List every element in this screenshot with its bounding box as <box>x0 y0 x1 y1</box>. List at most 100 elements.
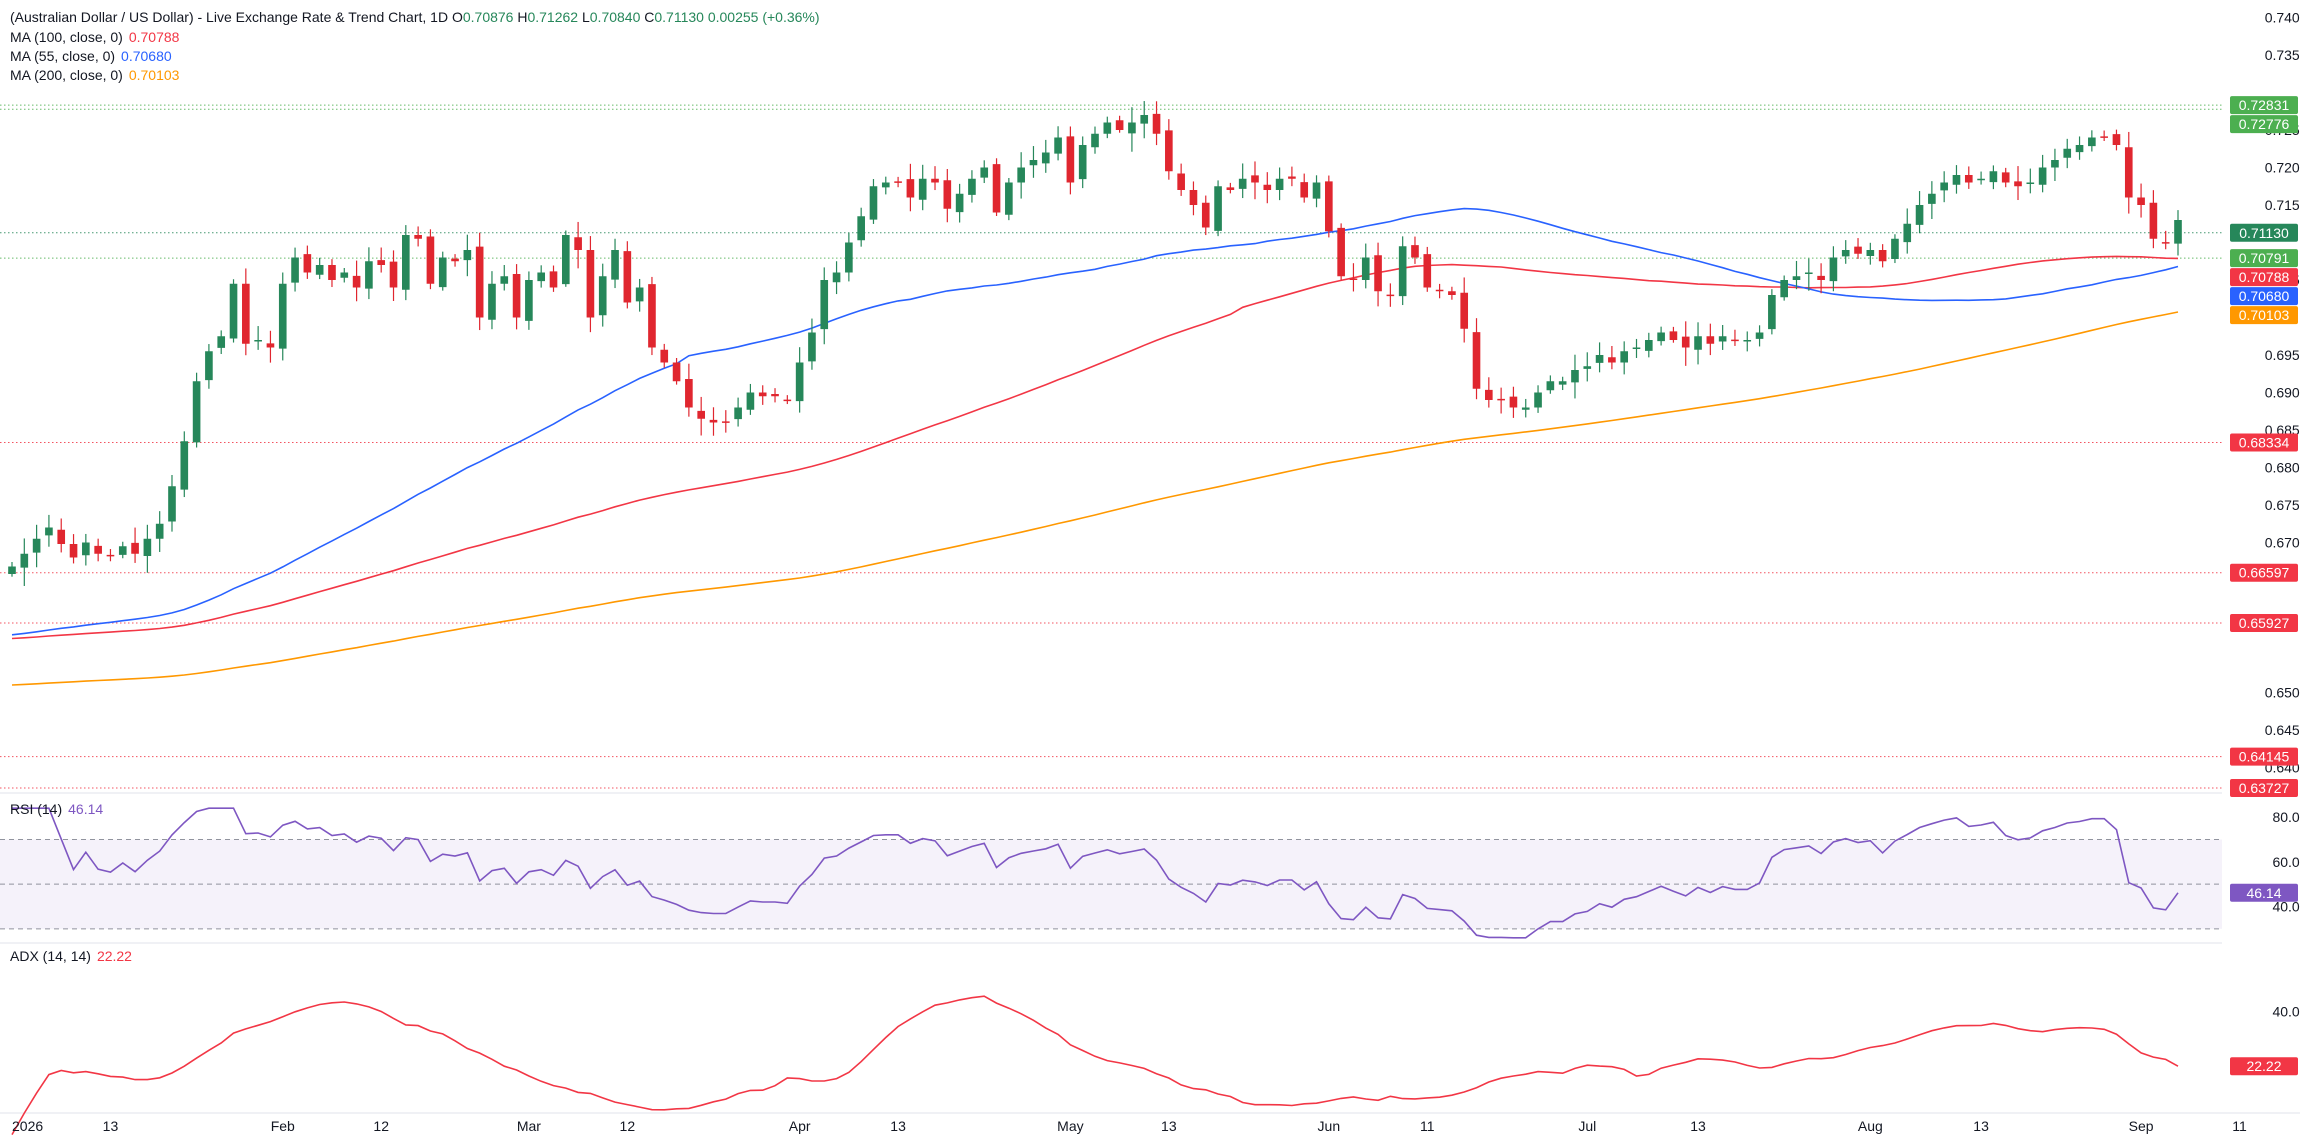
candle-body <box>1829 257 1838 282</box>
candle-body <box>2063 148 2072 158</box>
candle-body <box>1374 255 1382 292</box>
rsi-value-tag: 46.14 <box>2246 885 2281 901</box>
candle-body <box>1029 160 1038 166</box>
legend-ma100[interactable]: MA (100, close, 0) 0.70788 <box>10 29 179 45</box>
candle-body <box>1546 381 1555 391</box>
candle-body <box>1325 181 1333 232</box>
candle-body <box>1226 187 1235 190</box>
candle-body <box>328 265 336 280</box>
candle-body <box>45 527 53 536</box>
candle-body <box>1694 336 1702 350</box>
candle-body <box>291 257 299 283</box>
candle-body <box>1509 396 1518 408</box>
candle-body <box>2100 136 2108 138</box>
candle-body <box>808 332 816 362</box>
price-tick-label: 0.68000 <box>2265 460 2300 476</box>
candle-body <box>315 265 324 275</box>
time-axis[interactable]: 2026 13 Feb 12 Mar 12 Apr 13 May 13 Jun 11 Jul 13 Aug 1… <box>12 1118 2247 1134</box>
candle-body <box>2088 137 2096 147</box>
price-tick-label: 0.67000 <box>2265 535 2300 551</box>
time-tick-label: May <box>1057 1118 1083 1134</box>
price-level-tag: 0.66597 <box>2239 565 2290 581</box>
candle-body <box>709 419 718 423</box>
adx-value-tag: 22.22 <box>2246 1058 2281 1074</box>
candle-body <box>795 362 804 402</box>
candle-body <box>1964 175 1973 183</box>
candle-body <box>2124 147 2133 198</box>
price-level-tag-bg <box>2230 433 2298 452</box>
candle-body <box>1768 295 1776 330</box>
candle-body <box>1103 122 1112 134</box>
candle-body <box>1017 167 1025 183</box>
candle-body <box>254 340 262 342</box>
candle-body <box>635 287 644 302</box>
price-level-tag: 0.70103 <box>2239 307 2290 323</box>
candle-body <box>1977 178 1985 181</box>
candle-body <box>1534 392 1542 408</box>
candle-body <box>783 399 792 402</box>
time-tick-label: 13 <box>1690 1118 1706 1134</box>
candle-body <box>1608 357 1616 363</box>
candle-body <box>598 276 607 316</box>
candle-body <box>229 283 238 339</box>
candle-body <box>525 280 533 321</box>
candle-body <box>1165 130 1173 172</box>
price-level-tag-bg <box>2230 747 2298 766</box>
candle-body <box>1706 336 1715 344</box>
candle-body <box>1952 175 1961 185</box>
legend-rsi[interactable]: RSI (14) 46.14 <box>10 801 103 817</box>
legend-ma200-label: MA (200, close, 0) <box>10 67 123 83</box>
price-tick-label: 0.73500 <box>2265 47 2300 63</box>
candle-body <box>180 441 189 490</box>
candle-body <box>857 216 865 241</box>
candle-body <box>475 246 484 318</box>
candle-body <box>1238 178 1247 189</box>
candle-body <box>574 237 582 250</box>
time-tick-label: Jun <box>1318 1118 1341 1134</box>
candle-body <box>1915 205 1924 225</box>
price-tick-label: 0.71500 <box>2265 197 2300 213</box>
time-tick-label: 13 <box>890 1118 906 1134</box>
candle-body <box>217 336 226 348</box>
adx-series <box>11 995 2179 1135</box>
legend-ma55[interactable]: MA (55, close, 0) 0.70680 <box>10 48 172 64</box>
candle-body <box>611 250 619 280</box>
candle-body <box>561 235 570 285</box>
time-tick-label: Feb <box>271 1118 295 1134</box>
candle-body <box>771 394 779 397</box>
price-level-tag-bg <box>2230 223 2298 242</box>
candle-body <box>820 280 829 330</box>
candle-body <box>463 250 472 261</box>
legend-rsi-value: 46.14 <box>68 801 104 817</box>
time-tick-label: 11 <box>2232 1118 2247 1134</box>
price-level-tag-bg <box>2230 287 2298 306</box>
candle-body <box>512 274 521 318</box>
candle-body <box>1337 227 1345 277</box>
time-tick-label: 2026 <box>12 1118 43 1134</box>
price-level-tag-bg <box>2230 268 2298 287</box>
price-change: 0.00255 (+0.36%) <box>707 9 820 25</box>
candle-body <box>1521 407 1530 410</box>
legend-ma200[interactable]: MA (200, close, 0) 0.70103 <box>10 67 179 83</box>
candle-body <box>352 275 361 288</box>
adx-value-tag-bg <box>2230 1057 2298 1076</box>
price-level-tag: 0.72776 <box>2239 116 2290 132</box>
candle-body <box>894 181 902 183</box>
legend-rsi-label: RSI (14) <box>10 801 63 817</box>
price-tick-label: 0.69500 <box>2265 347 2300 363</box>
candle-body <box>2014 181 2022 187</box>
legend-adx[interactable]: ADX (14, 14) 22.22 <box>10 948 132 964</box>
ohlc-value: 0.71262 <box>527 9 579 25</box>
candle-body <box>1177 173 1185 190</box>
candle-body <box>1115 120 1124 130</box>
price-level-tag: 0.71130 <box>2239 225 2289 241</box>
ohlc-key: L <box>578 9 590 25</box>
time-tick-label: Jul <box>1578 1118 1596 1134</box>
candle-body <box>1854 246 1862 254</box>
candle-body <box>1485 389 1493 400</box>
candle-body <box>1423 254 1432 288</box>
price-level-tag-bg <box>2230 563 2298 582</box>
candle-body <box>1571 370 1579 383</box>
time-tick-label: 13 <box>1973 1118 1989 1134</box>
